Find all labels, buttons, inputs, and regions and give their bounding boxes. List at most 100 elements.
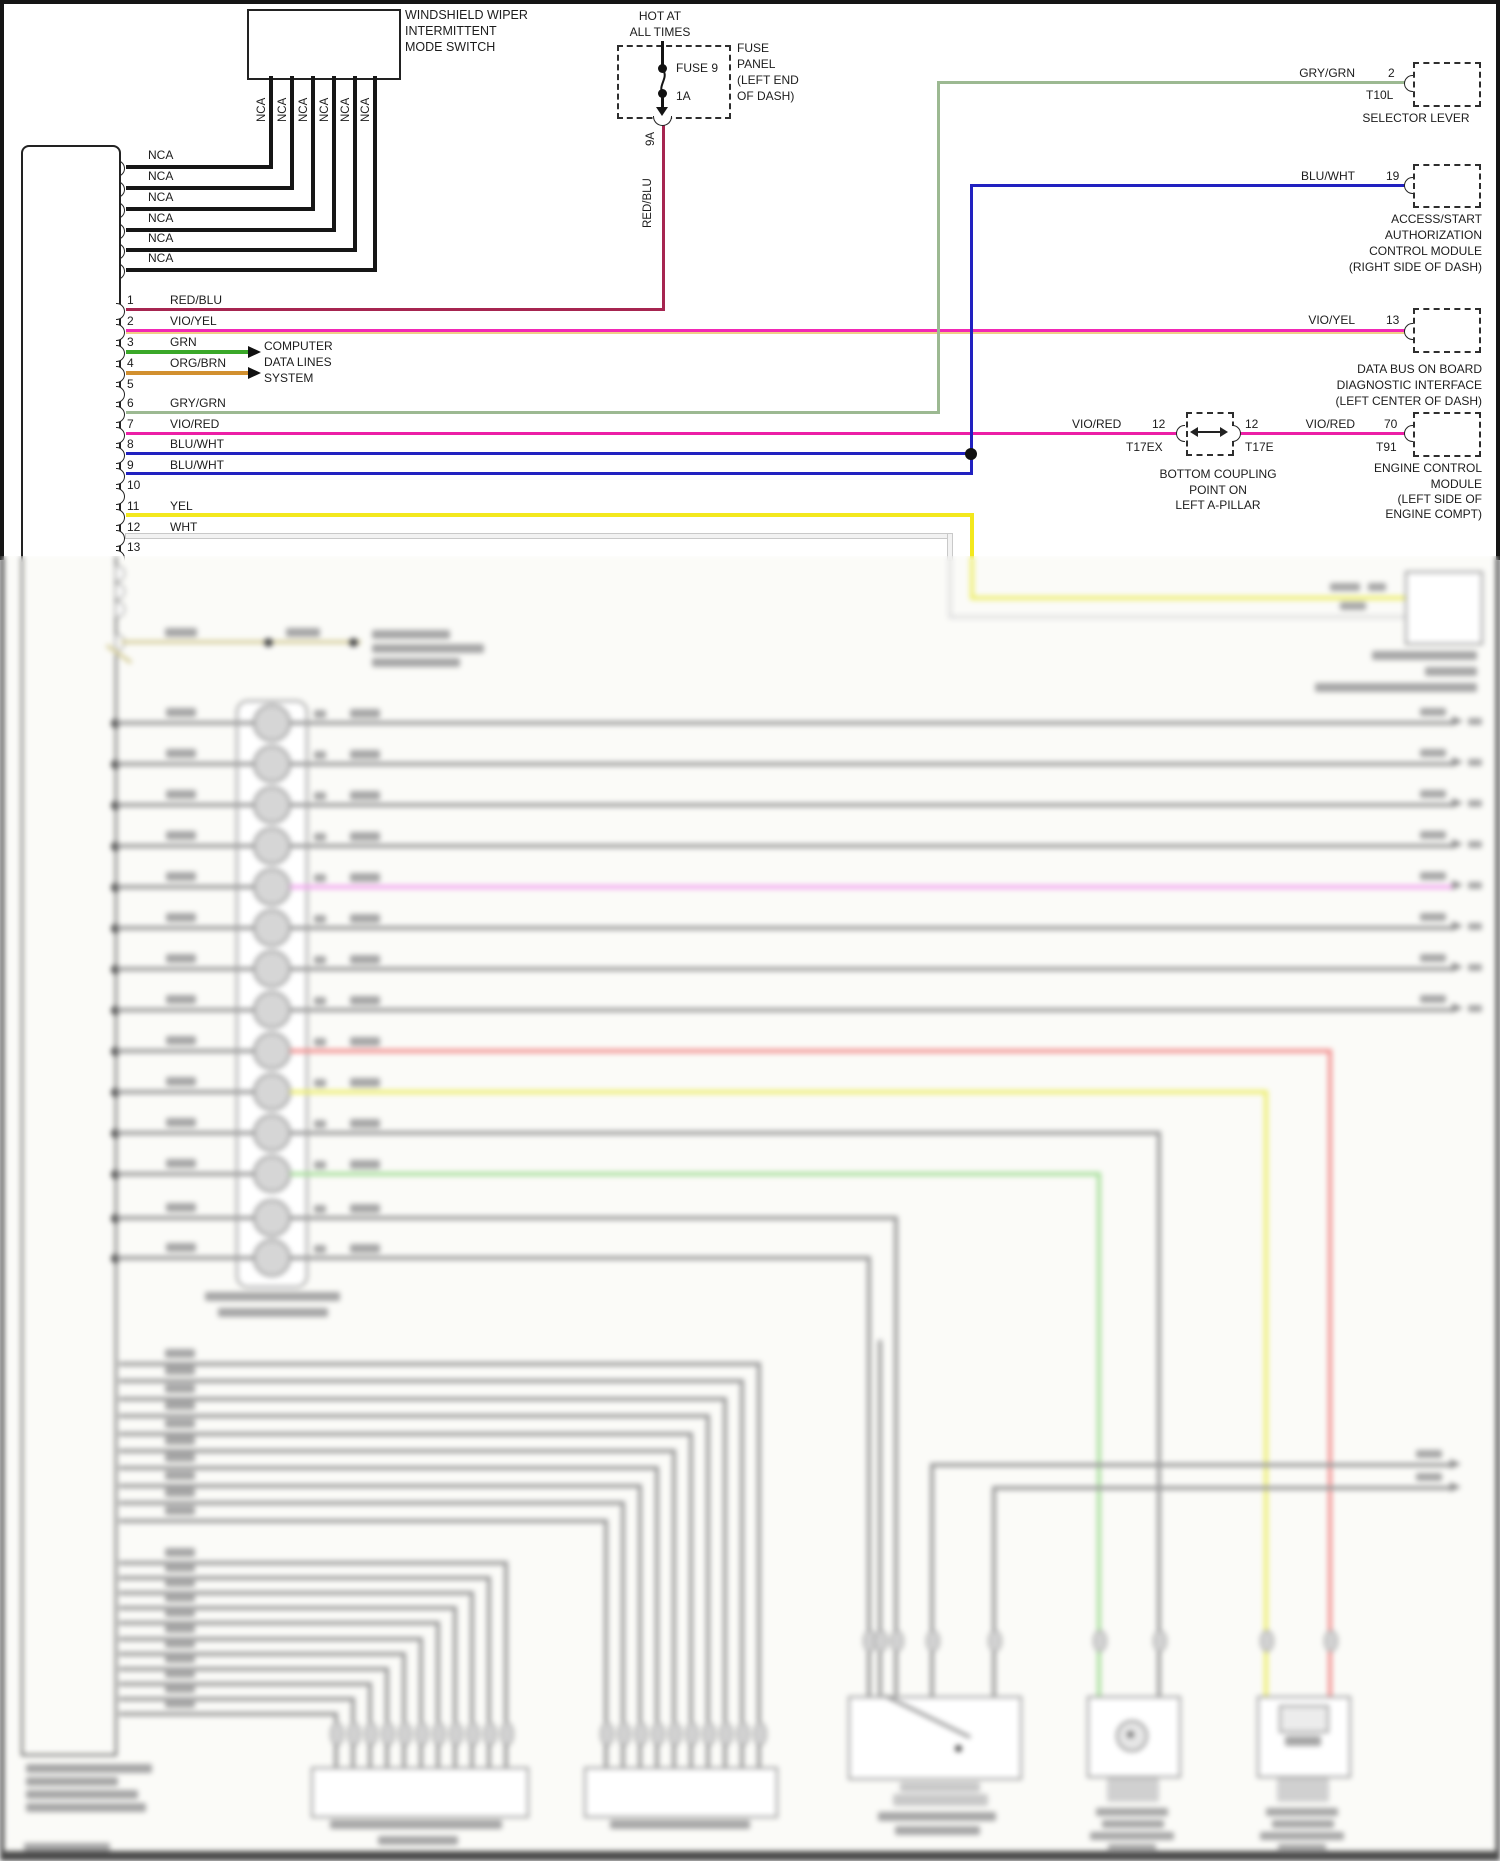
blurred-wire <box>165 1548 195 1557</box>
fuse-tap-label: 9A <box>645 131 657 146</box>
blurred-wire <box>253 1239 291 1277</box>
coupling-caption: LEFT A-PILLAR <box>1175 498 1261 512</box>
blurred-wire <box>487 1744 491 1767</box>
blurred-wire <box>874 1630 888 1652</box>
pin-number: 5 <box>127 377 134 391</box>
blurred-wire <box>350 873 380 882</box>
coupling-arrow-left-icon <box>1190 427 1198 437</box>
blurred-wire <box>290 1256 871 1260</box>
engine-control-box <box>1413 412 1481 457</box>
blurred-wire <box>119 1449 672 1453</box>
wire-vio-yel-stripe <box>126 332 1406 334</box>
wire-wht <box>126 534 952 538</box>
blur-caption <box>1315 683 1477 692</box>
blur-box-edge <box>21 1754 117 1756</box>
blurred-wire <box>351 1744 355 1767</box>
component-name: (LEFT SIDE OF <box>1397 492 1482 506</box>
wire-label: ORG/BRN <box>170 356 227 370</box>
blurred-wire <box>449 1722 463 1746</box>
coupling-arrow <box>1195 431 1223 433</box>
wire-label: BLU/WHT <box>1301 169 1355 183</box>
blurred-wire <box>740 1744 744 1767</box>
blurred-wire <box>930 1463 934 1696</box>
blurred-wire <box>350 1119 380 1128</box>
blurred-wire <box>119 1652 402 1656</box>
pin-number: 7 <box>127 417 134 431</box>
blurred-wire <box>621 1744 625 1767</box>
blurred-wire <box>166 790 196 799</box>
blurred-wire <box>119 1362 757 1366</box>
blurred-wire <box>689 1744 693 1767</box>
blurred-wire <box>1153 1630 1167 1652</box>
blurred-wire <box>116 1049 258 1053</box>
steering-module-connector-box <box>21 145 121 562</box>
blurred-wire <box>314 792 326 800</box>
nca-wire <box>353 76 357 252</box>
blur-junction <box>264 638 273 647</box>
blurred-wire <box>436 1744 440 1767</box>
blurred-wire <box>600 1722 614 1746</box>
blurred-wire <box>119 1621 436 1625</box>
blurred-wire <box>1452 716 1463 726</box>
nca-label: NCA <box>148 251 174 265</box>
blurred-wire <box>290 967 1454 971</box>
terminal-id: T91 <box>1376 440 1397 454</box>
wiper-switch-title: WINDSHIELD WIPER <box>405 8 528 22</box>
blurred-wire <box>1093 1630 1107 1652</box>
blurred-wire <box>119 1561 504 1565</box>
blurred-wire <box>111 1214 120 1223</box>
blurred-wire <box>1416 1450 1442 1458</box>
blurred-wire <box>702 1722 716 1746</box>
pin-number: 6 <box>127 396 134 410</box>
blurred-wire <box>290 762 1454 766</box>
blur-wire-yel <box>970 596 1405 600</box>
selector-lever-box <box>1413 62 1481 107</box>
blurred-wire <box>350 709 380 718</box>
blurred-wire <box>253 1199 291 1237</box>
terminal-arc <box>116 345 125 362</box>
blurred-wire <box>119 1606 453 1610</box>
wire-label: GRN <box>170 335 197 349</box>
blurred-wire <box>314 1205 326 1213</box>
nca-wire <box>126 268 377 272</box>
blurred-wire <box>350 791 380 800</box>
blurred-wire <box>119 1682 368 1686</box>
blurred-wire <box>314 1079 326 1087</box>
component-name: DIAGNOSTIC INTERFACE <box>1336 378 1482 392</box>
blurred-wire <box>368 1682 372 1722</box>
blurred-wire <box>504 1744 508 1767</box>
blurred-wire <box>1097 1172 1101 1696</box>
nca-label: NCA <box>298 97 310 122</box>
blurred-wire <box>165 1453 195 1462</box>
blurred-wire <box>1450 1459 1461 1469</box>
blurred-wire <box>166 954 196 963</box>
blurred-wire <box>487 1576 491 1722</box>
terminal-id: T10L <box>1366 88 1394 102</box>
terminal-id: T17EX <box>1126 440 1163 454</box>
blurred-wire <box>165 1419 195 1428</box>
blurred-wire <box>740 1379 744 1722</box>
blur-connector-box <box>311 1767 529 1818</box>
blurred-wire <box>604 1744 608 1767</box>
blurred-wire <box>253 827 291 865</box>
blurred-wire <box>453 1744 457 1767</box>
blur-bg <box>4 556 1496 1861</box>
blurred-wire <box>1264 1090 1268 1696</box>
blur-label <box>165 628 197 637</box>
blur-shape <box>893 1794 988 1806</box>
blurred-wire <box>253 786 291 824</box>
blurred-wire <box>350 1244 380 1253</box>
fuse-terminal-dot <box>658 64 667 73</box>
blurred-wire <box>381 1722 395 1746</box>
blurred-wire <box>1416 1473 1442 1481</box>
blurred-wire <box>334 1712 338 1722</box>
blurred-wire <box>504 1561 508 1722</box>
blur-caption <box>218 1308 328 1317</box>
blurred-wire <box>668 1722 682 1746</box>
pin-number: 13 <box>127 540 141 554</box>
blurred-wire <box>111 1254 120 1263</box>
wire-blu-wht <box>970 184 973 475</box>
blurred-wire <box>290 1008 1454 1012</box>
nca-wire <box>332 76 336 232</box>
